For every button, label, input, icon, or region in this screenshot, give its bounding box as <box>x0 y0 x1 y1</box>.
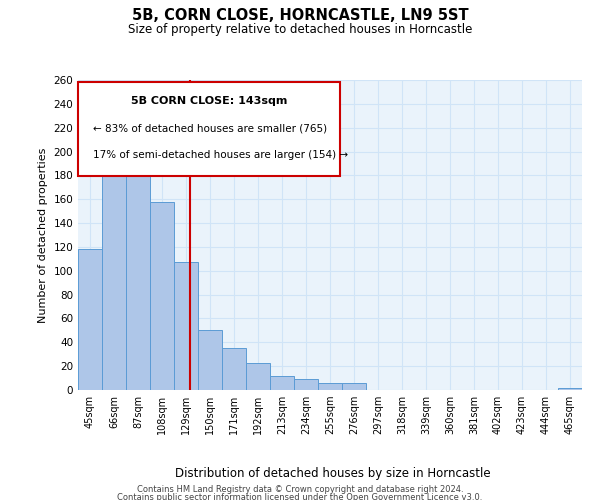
Bar <box>558 388 582 390</box>
Bar <box>342 383 366 390</box>
Bar <box>318 383 342 390</box>
Bar <box>198 330 222 390</box>
Bar <box>246 362 270 390</box>
Text: ← 83% of detached houses are smaller (765): ← 83% of detached houses are smaller (76… <box>93 124 327 134</box>
Text: 5B CORN CLOSE: 143sqm: 5B CORN CLOSE: 143sqm <box>131 96 287 106</box>
Text: 17% of semi-detached houses are larger (154) →: 17% of semi-detached houses are larger (… <box>93 150 348 160</box>
Bar <box>270 376 294 390</box>
Text: 5B, CORN CLOSE, HORNCASTLE, LN9 5ST: 5B, CORN CLOSE, HORNCASTLE, LN9 5ST <box>131 8 469 22</box>
Bar <box>174 262 198 390</box>
Y-axis label: Number of detached properties: Number of detached properties <box>38 148 48 322</box>
Bar <box>294 380 318 390</box>
FancyBboxPatch shape <box>78 82 340 176</box>
Bar <box>126 155 150 390</box>
Bar <box>102 143 126 390</box>
Text: Size of property relative to detached houses in Horncastle: Size of property relative to detached ho… <box>128 22 472 36</box>
Bar <box>150 202 174 390</box>
Bar <box>78 250 102 390</box>
Text: Contains HM Land Registry data © Crown copyright and database right 2024.: Contains HM Land Registry data © Crown c… <box>137 485 463 494</box>
Text: Contains public sector information licensed under the Open Government Licence v3: Contains public sector information licen… <box>118 494 482 500</box>
Bar <box>222 348 246 390</box>
Text: Distribution of detached houses by size in Horncastle: Distribution of detached houses by size … <box>175 468 491 480</box>
